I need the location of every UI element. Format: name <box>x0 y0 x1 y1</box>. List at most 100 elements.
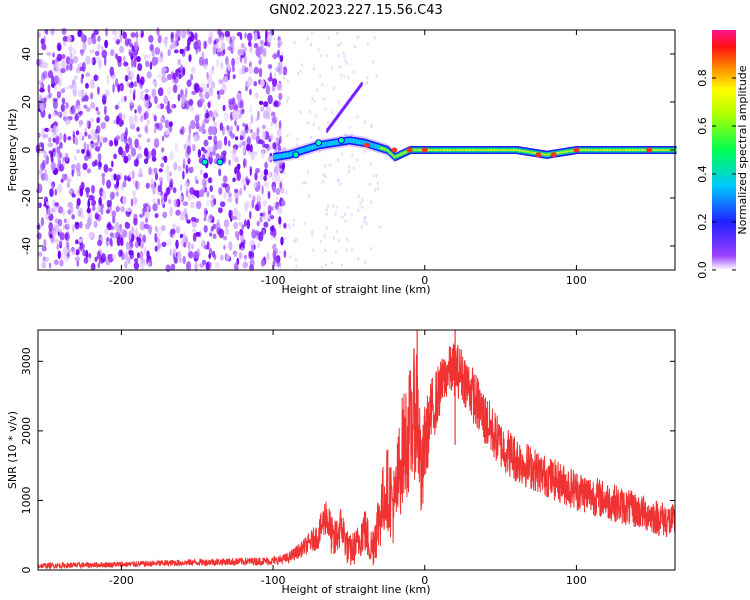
spectrogram-noise-cell <box>132 196 137 206</box>
spectrogram-noise-cell <box>111 160 114 168</box>
spectrogram-noise-cell <box>110 49 115 57</box>
spectrogram-faint-cell <box>324 175 327 178</box>
spectrogram-noise-cell <box>164 39 168 48</box>
snr-x-tick-label: -100 <box>261 574 286 587</box>
spectrogram-noise-cell <box>116 236 121 247</box>
spectrogram-noise-cell <box>43 97 47 103</box>
spectrogram-noise-cell <box>124 222 131 230</box>
spectrogram-noise-cell <box>100 207 104 216</box>
spectrogram-faint-cell <box>283 76 286 80</box>
spectrogram-noise-cell <box>173 161 178 171</box>
spectrogram-noise-cell <box>117 83 121 93</box>
spectrogram-noise-cell <box>56 146 61 155</box>
spectrogram-noise-cell <box>249 166 252 177</box>
spectrogram-faint-cell <box>319 74 322 78</box>
spectrogram-noise-cell <box>122 195 127 205</box>
spectrogram-noise-cell <box>256 242 261 249</box>
snr-background <box>38 330 675 570</box>
spectrogram-noise-cell <box>99 187 104 197</box>
spectrogram-faint-cell <box>307 194 310 198</box>
spectrogram-noise-cell <box>116 115 120 125</box>
spectrogram-noise-cell <box>40 103 45 112</box>
spectrogram-noise-cell <box>192 232 197 242</box>
spectrogram-noise-cell <box>232 35 236 41</box>
spectrogram-noise-cell <box>221 50 225 57</box>
spectrogram-noise-cell <box>140 76 145 85</box>
spectrogram-noise-cell <box>242 129 246 139</box>
spectrogram-noise-cell <box>233 221 239 230</box>
spectrogram-noise-cell <box>48 92 52 99</box>
spectrogram-faint-cell <box>317 48 320 52</box>
spectrogram-faint-cell <box>295 238 298 242</box>
spectrogram-noise-cell <box>222 175 228 183</box>
spectrogram-noise-cell <box>170 228 176 235</box>
spectrogram-noise-cell <box>101 49 108 59</box>
spectrogram-noise-cell <box>170 263 176 271</box>
spectrogram-faint-cell <box>341 152 344 156</box>
spectrogram-faint-cell <box>279 250 282 254</box>
spectrogram-noise-cell <box>63 255 70 263</box>
spectrogram-noise-cell <box>48 222 53 232</box>
spectrogram-faint-cell <box>312 122 315 126</box>
spectrogram-noise-cell <box>255 230 259 236</box>
spectrogram-noise-cell <box>39 94 42 102</box>
spectrogram-noise-cell <box>195 179 199 185</box>
spectrogram-noise-cell <box>210 81 216 89</box>
spectrogram-noise-cell <box>201 128 207 135</box>
spectrogram-noise-cell <box>79 221 83 229</box>
spectrogram-noise-cell <box>222 150 227 157</box>
spectrogram-noise-cell <box>245 86 248 92</box>
spectrogram-noise-cell <box>219 89 225 95</box>
spectrogram-x-label: Height of straight line (km) <box>281 283 430 296</box>
spectrogram-noise-cell <box>123 55 126 63</box>
spectrogram-band-core <box>619 149 622 151</box>
spectrogram-noise-cell <box>80 32 86 43</box>
spectrogram-faint-cell <box>363 219 366 223</box>
spectrogram-noise-cell <box>141 261 147 267</box>
spectrogram-noise-cell <box>280 236 284 246</box>
spectrogram-faint-cell <box>334 212 337 216</box>
spectrogram-faint-cell <box>323 173 325 177</box>
spectrogram-faint-cell <box>335 205 338 209</box>
spectrogram-noise-cell <box>201 124 206 130</box>
spectrogram-noise-cell <box>75 239 79 245</box>
spectrogram-noise-cell <box>278 216 282 225</box>
spectrogram-faint-cell <box>306 170 309 173</box>
spectrogram-noise-cell <box>68 58 74 66</box>
spectrogram-noise-cell <box>193 41 199 50</box>
spectrogram-noise-cell <box>61 59 66 69</box>
spectrogram-noise-cell <box>86 150 91 157</box>
spectrogram-noise-cell <box>146 151 149 161</box>
spectrogram-noise-cell <box>105 89 110 97</box>
spectrogram-noise-cell <box>238 143 243 148</box>
spectrogram-faint-cell <box>296 137 299 141</box>
colorbar-tick-label: 0.0 <box>696 261 709 279</box>
spectrogram-noise-cell <box>72 224 75 233</box>
spectrogram-noise-cell <box>146 119 151 125</box>
spectrogram-band-core <box>455 149 458 151</box>
spectrogram-noise-cell <box>135 181 138 190</box>
spectrogram-y-tick-label: -20 <box>20 189 33 207</box>
spectrogram-noise-cell <box>257 110 260 121</box>
spectrogram-noise-cell <box>221 182 227 188</box>
spectrogram-noise-cell <box>220 201 226 208</box>
spectrogram-noise-cell <box>47 142 54 148</box>
spectrogram-noise-cell <box>185 182 190 192</box>
snr-panel: -200 -100 0 100 0 1000 2000 3000 Height of str… <box>6 329 676 596</box>
spectrogram-noise-cell <box>146 54 151 59</box>
spectrogram-noise-cell <box>203 40 207 50</box>
spectrogram-noise-cell <box>183 242 187 248</box>
spectrogram-noise-cell <box>228 241 233 251</box>
spectrogram-noise-cell <box>156 227 162 238</box>
spectrogram-noise-cell <box>187 241 191 249</box>
spectrogram-faint-cell <box>357 208 360 212</box>
spectrogram-noise-cell <box>86 188 89 198</box>
spectrogram-faint-cell <box>292 223 295 227</box>
spectrogram-noise-cell <box>215 43 220 49</box>
spectrogram-noise-cell <box>74 256 80 262</box>
spectrogram-noise-cell <box>57 183 63 194</box>
spectrogram-noise-cell <box>239 243 242 250</box>
spectrogram-noise-cell <box>128 143 133 150</box>
spectrogram-faint-cell <box>364 260 367 264</box>
spectrogram-noise-cell <box>243 219 247 227</box>
